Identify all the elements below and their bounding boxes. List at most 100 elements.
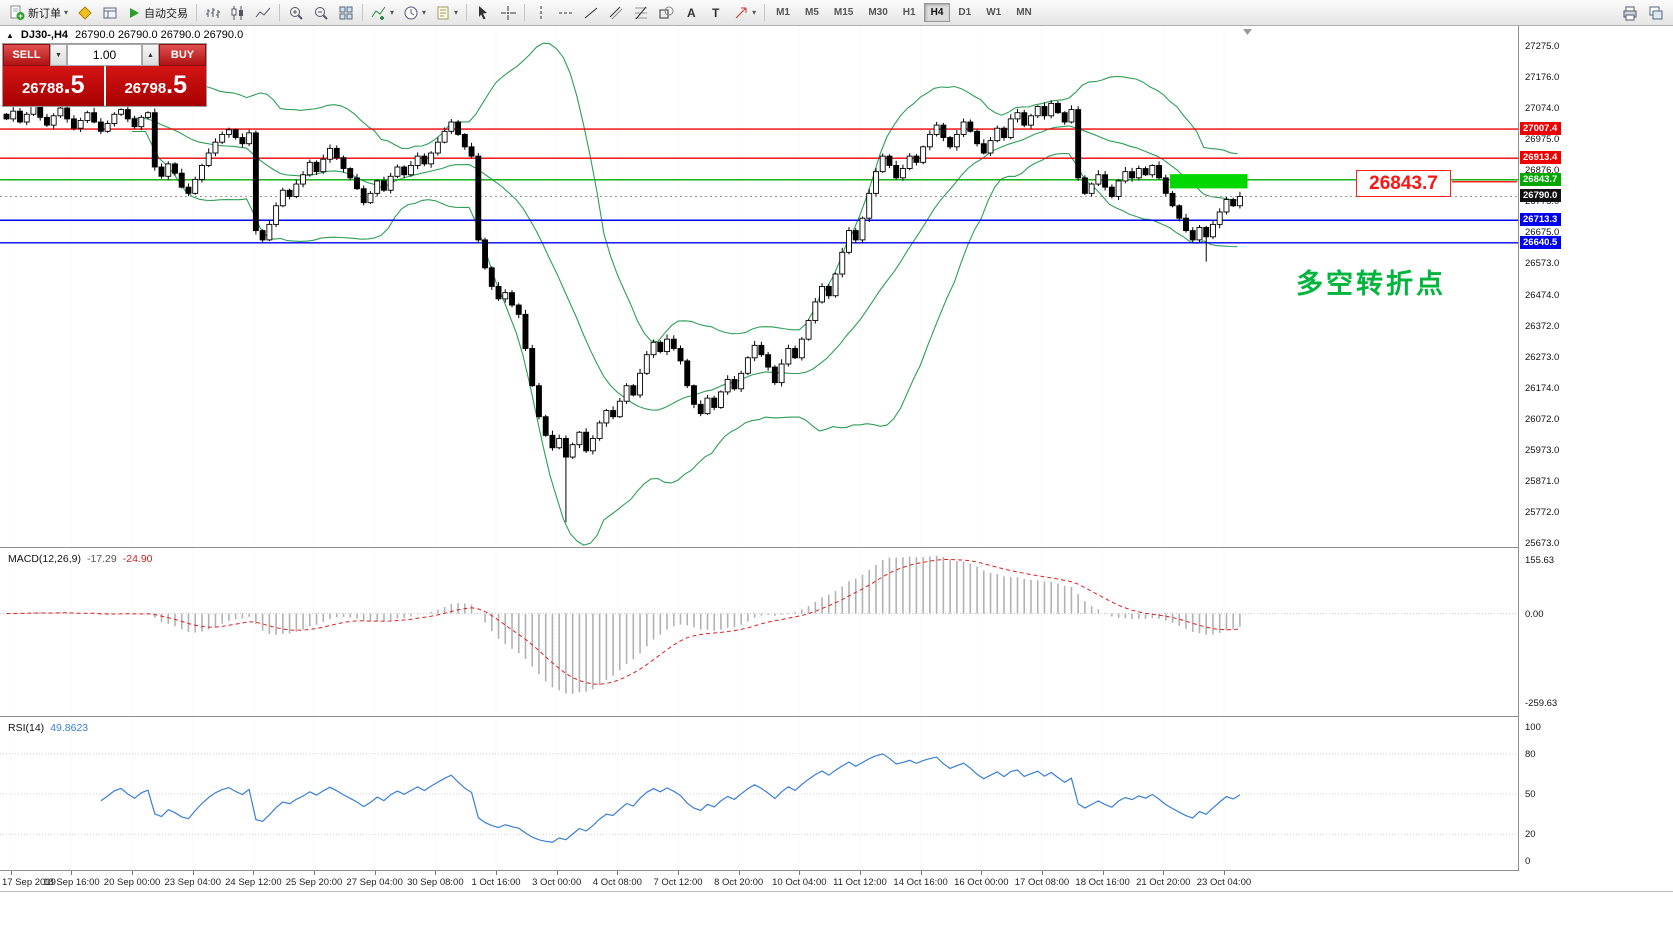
buy-button[interactable]: BUY <box>159 44 206 66</box>
time-axis-label: 1 Oct 16:00 <box>471 877 521 888</box>
one-click-toggle-icon[interactable]: ▲ <box>6 30 14 40</box>
timeframe-m30-button[interactable]: M30 <box>868 7 888 18</box>
candle-body <box>172 163 178 174</box>
candle-body <box>589 438 596 452</box>
timeframe-w1-button[interactable]: W1 <box>986 7 1002 18</box>
timeframe-h4-button[interactable]: H4 <box>923 3 951 22</box>
candle-body <box>273 205 280 225</box>
candle-body <box>643 354 650 374</box>
candle-body <box>333 147 340 159</box>
chart-shift-marker[interactable] <box>1243 29 1252 35</box>
candle-body <box>151 112 158 168</box>
text-label-button[interactable]: T <box>704 2 728 23</box>
time-tick <box>192 871 194 875</box>
candle-body <box>960 121 967 135</box>
symbol-timeframe-label: DJ30-,H4 <box>20 29 68 41</box>
candle-body <box>138 116 145 128</box>
price-level-tag: 26843.7 <box>1520 172 1562 186</box>
panel-separator[interactable] <box>0 870 1673 871</box>
horizontal-line-icon <box>559 12 574 13</box>
cascade-windows-button[interactable] <box>1644 2 1668 23</box>
bar-chart-button[interactable] <box>201 2 225 23</box>
fibonacci-button[interactable] <box>629 2 653 23</box>
time-axis-label: 23 Oct 04:00 <box>1196 877 1252 888</box>
panel-separator[interactable] <box>0 547 1673 548</box>
candle-body <box>859 217 866 241</box>
volume-decrease-button[interactable]: ▼ <box>50 44 67 66</box>
candle-body <box>327 147 333 160</box>
price-level-tag: 26713.3 <box>1520 213 1562 227</box>
candle-body <box>852 230 859 241</box>
time-axis-label: 25 Sep 20:00 <box>285 877 343 888</box>
volume-increase-button[interactable]: ▲ <box>142 44 159 66</box>
time-axis-label: 8 Oct 20:00 <box>714 877 764 888</box>
time-scale[interactable]: 17 Sep 2019 18 Sep 16:00 20 Sep 00:00 23 Se… <box>0 871 1673 891</box>
templates-button[interactable]: ▾ <box>431 2 462 23</box>
candle-body <box>839 251 846 275</box>
autotrading-button[interactable]: 自动交易 <box>123 2 192 23</box>
zoom-out-button[interactable] <box>309 2 333 23</box>
buy-price[interactable]: 26798.5 <box>105 66 206 106</box>
price-scale[interactable]: 27275.027176.027074.026975.026876.026775… <box>1518 26 1673 871</box>
rsi-panel[interactable] <box>0 718 1518 870</box>
candle-body <box>50 115 57 126</box>
candle-body <box>825 285 832 297</box>
shapes-button[interactable] <box>654 2 678 23</box>
highlight-rectangle[interactable] <box>1170 174 1248 189</box>
toolbar-separator <box>524 4 526 21</box>
vertical-line-button[interactable] <box>529 2 553 23</box>
candle-body <box>913 155 920 163</box>
candle-body <box>603 410 610 424</box>
svg-text:A: A <box>687 6 696 20</box>
arrows-button[interactable]: ▾ <box>729 2 760 23</box>
channel-button[interactable] <box>604 2 628 23</box>
candle-body <box>549 434 556 449</box>
candle-body <box>387 175 394 191</box>
fibonacci-icon <box>635 6 648 19</box>
time-axis-label: 3 Oct 00:00 <box>532 877 582 888</box>
channel-icon <box>609 6 623 19</box>
candle-body <box>421 155 428 165</box>
sell-button[interactable]: SELL <box>3 44 50 66</box>
candle-body <box>583 431 590 452</box>
periods-button[interactable]: ▾ <box>399 2 430 23</box>
candle-body <box>360 188 367 204</box>
terminal-button[interactable] <box>98 2 122 23</box>
price-chart[interactable] <box>0 26 1518 547</box>
panel-separator[interactable] <box>0 716 1673 717</box>
time-axis-label: 4 Oct 08:00 <box>592 877 642 888</box>
sell-price[interactable]: 26788.5 <box>3 66 104 106</box>
timeframe-m1-button[interactable]: M1 <box>776 7 790 18</box>
candlestick-chart-button[interactable] <box>226 2 250 23</box>
volume-input[interactable] <box>67 44 142 66</box>
timeframe-mn-button[interactable]: MN <box>1016 7 1032 18</box>
time-tick <box>132 871 134 875</box>
crosshair-button[interactable] <box>496 2 520 23</box>
horizontal-line-button[interactable] <box>554 2 578 23</box>
metaeditor-button[interactable] <box>73 2 97 23</box>
line-chart-button[interactable] <box>251 2 275 23</box>
trendline-button[interactable] <box>579 2 603 23</box>
zoom-in-button[interactable] <box>284 2 308 23</box>
cursor-button[interactable] <box>471 2 495 23</box>
new-order-button[interactable]: 新订单 ▾ <box>5 2 72 23</box>
timeframe-m15-button[interactable]: M15 <box>833 7 854 18</box>
macd-axis-label: -259.63 <box>1525 698 1558 709</box>
time-axis-label: 7 Oct 12:00 <box>653 877 703 888</box>
macd-name: MACD(12,26,9) <box>8 553 81 565</box>
timeframe-m5-button[interactable]: M5 <box>804 7 819 18</box>
price-callout[interactable]: 26843.7 <box>1356 170 1451 197</box>
time-axis-label: 10 Oct 04:00 <box>772 877 827 888</box>
arrow-icon <box>735 7 747 18</box>
tile-windows-button[interactable] <box>334 2 358 23</box>
chevron-down-icon: ▾ <box>390 8 395 17</box>
indicators-button[interactable]: ▾ <box>367 2 398 23</box>
text-button[interactable]: A <box>679 2 703 23</box>
candle-body <box>926 133 933 148</box>
timeframe-h1-button[interactable]: H1 <box>902 7 916 18</box>
candle-body <box>711 397 718 408</box>
macd-panel[interactable] <box>0 549 1518 716</box>
metaeditor-icon <box>78 5 92 20</box>
timeframe-d1-button[interactable]: D1 <box>958 7 972 18</box>
print-button[interactable] <box>1618 2 1642 23</box>
